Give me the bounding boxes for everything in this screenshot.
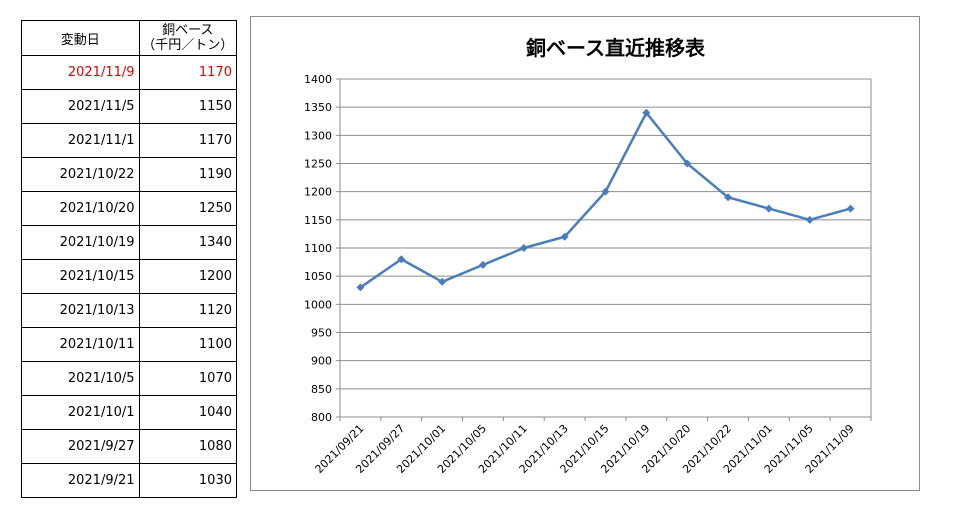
row-value: 1190 [138,157,238,192]
data-point [764,204,773,213]
row-value: 1080 [138,429,238,464]
row-value: 1040 [138,395,238,430]
price-table: 変動日 銅ベース （千円／トン） 2021/11/9 1170 2021/11/5 1… [21,20,238,498]
row-value: 1030 [138,463,238,498]
row-date: 2021/9/27 [21,429,140,464]
table-row: 2021/11/5 1150 [21,89,238,124]
row-date: 2021/11/9 [21,55,140,90]
y-tick-label: 900 [311,355,332,368]
row-date: 2021/10/13 [21,293,140,328]
table-row: 2021/10/20 1250 [21,191,238,226]
header-value: 銅ベース （千円／トン） [138,20,238,56]
y-tick-label: 1050 [304,270,332,283]
series-line [359,111,851,289]
table-row: 2021/11/1 1170 [21,123,238,158]
data-point [478,260,487,269]
row-value: 1120 [138,293,238,328]
table-row: 2021/10/13 1120 [21,293,238,328]
chart-title: 銅ベース直近推移表 [526,36,706,60]
table-row: 2021/11/9 1170 [21,55,238,90]
row-date: 2021/11/1 [21,123,140,158]
y-tick-label: 1100 [304,242,332,255]
data-point [356,283,365,292]
y-tick-label: 1150 [304,214,332,227]
y-tick-label: 1400 [304,73,332,86]
y-tick-label: 1250 [304,158,332,171]
table-row: 2021/10/5 1070 [21,361,238,396]
row-value: 1200 [138,259,238,294]
chart-panel: 銅ベース直近推移表 800 850 900 950 1000 1050 1100 1150 120… [250,16,920,491]
y-tick-label: 950 [311,327,332,340]
row-value: 1070 [138,361,238,396]
data-point [846,204,855,213]
header-value-line2: （千円／トン） [142,38,234,53]
row-date: 2021/11/5 [21,89,140,124]
table-row: 2021/10/15 1200 [21,259,238,294]
row-date: 2021/10/20 [21,191,140,226]
row-date: 2021/10/19 [21,225,140,260]
row-value: 1100 [138,327,238,362]
row-value: 1170 [138,55,238,90]
y-tick-label: 800 [311,411,332,424]
data-point [560,232,569,241]
y-tick-label: 1350 [304,101,332,114]
table-row: 2021/9/27 1080 [21,429,238,464]
data-point [438,277,447,286]
data-point [724,193,733,202]
data-point [601,187,610,196]
line-chart: 銅ベース直近推移表 800 850 900 950 1000 1050 1100 1150 120… [304,36,872,476]
y-tick-label: 1300 [304,129,332,142]
row-date: 2021/10/22 [21,157,140,192]
header-value-line1: 銅ベース [162,23,214,38]
data-point [805,215,814,224]
row-value: 1250 [138,191,238,226]
table-row: 2021/10/1 1040 [21,395,238,430]
row-value: 1170 [138,123,238,158]
data-point [642,108,651,117]
row-date: 2021/10/11 [21,327,140,362]
header-date: 変動日 [21,20,140,56]
table-row: 2021/10/11 1100 [21,327,238,362]
y-tick-label: 1200 [304,186,332,199]
data-point [683,159,692,168]
row-value: 1150 [138,89,238,124]
row-date: 2021/10/1 [21,395,140,430]
row-date: 2021/10/15 [21,259,140,294]
row-date: 2021/9/21 [21,463,140,498]
table-row: 2021/10/19 1340 [21,225,238,260]
table-row: 2021/10/22 1190 [21,157,238,192]
row-date: 2021/10/5 [21,361,140,396]
table-row: 2021/9/21 1030 [21,463,238,498]
row-value: 1340 [138,225,238,260]
y-tick-label: 1000 [304,298,332,311]
y-tick-label: 850 [311,383,332,396]
data-point [397,255,406,264]
table-header-row: 変動日 銅ベース （千円／トン） [21,20,238,56]
data-point [519,244,528,252]
